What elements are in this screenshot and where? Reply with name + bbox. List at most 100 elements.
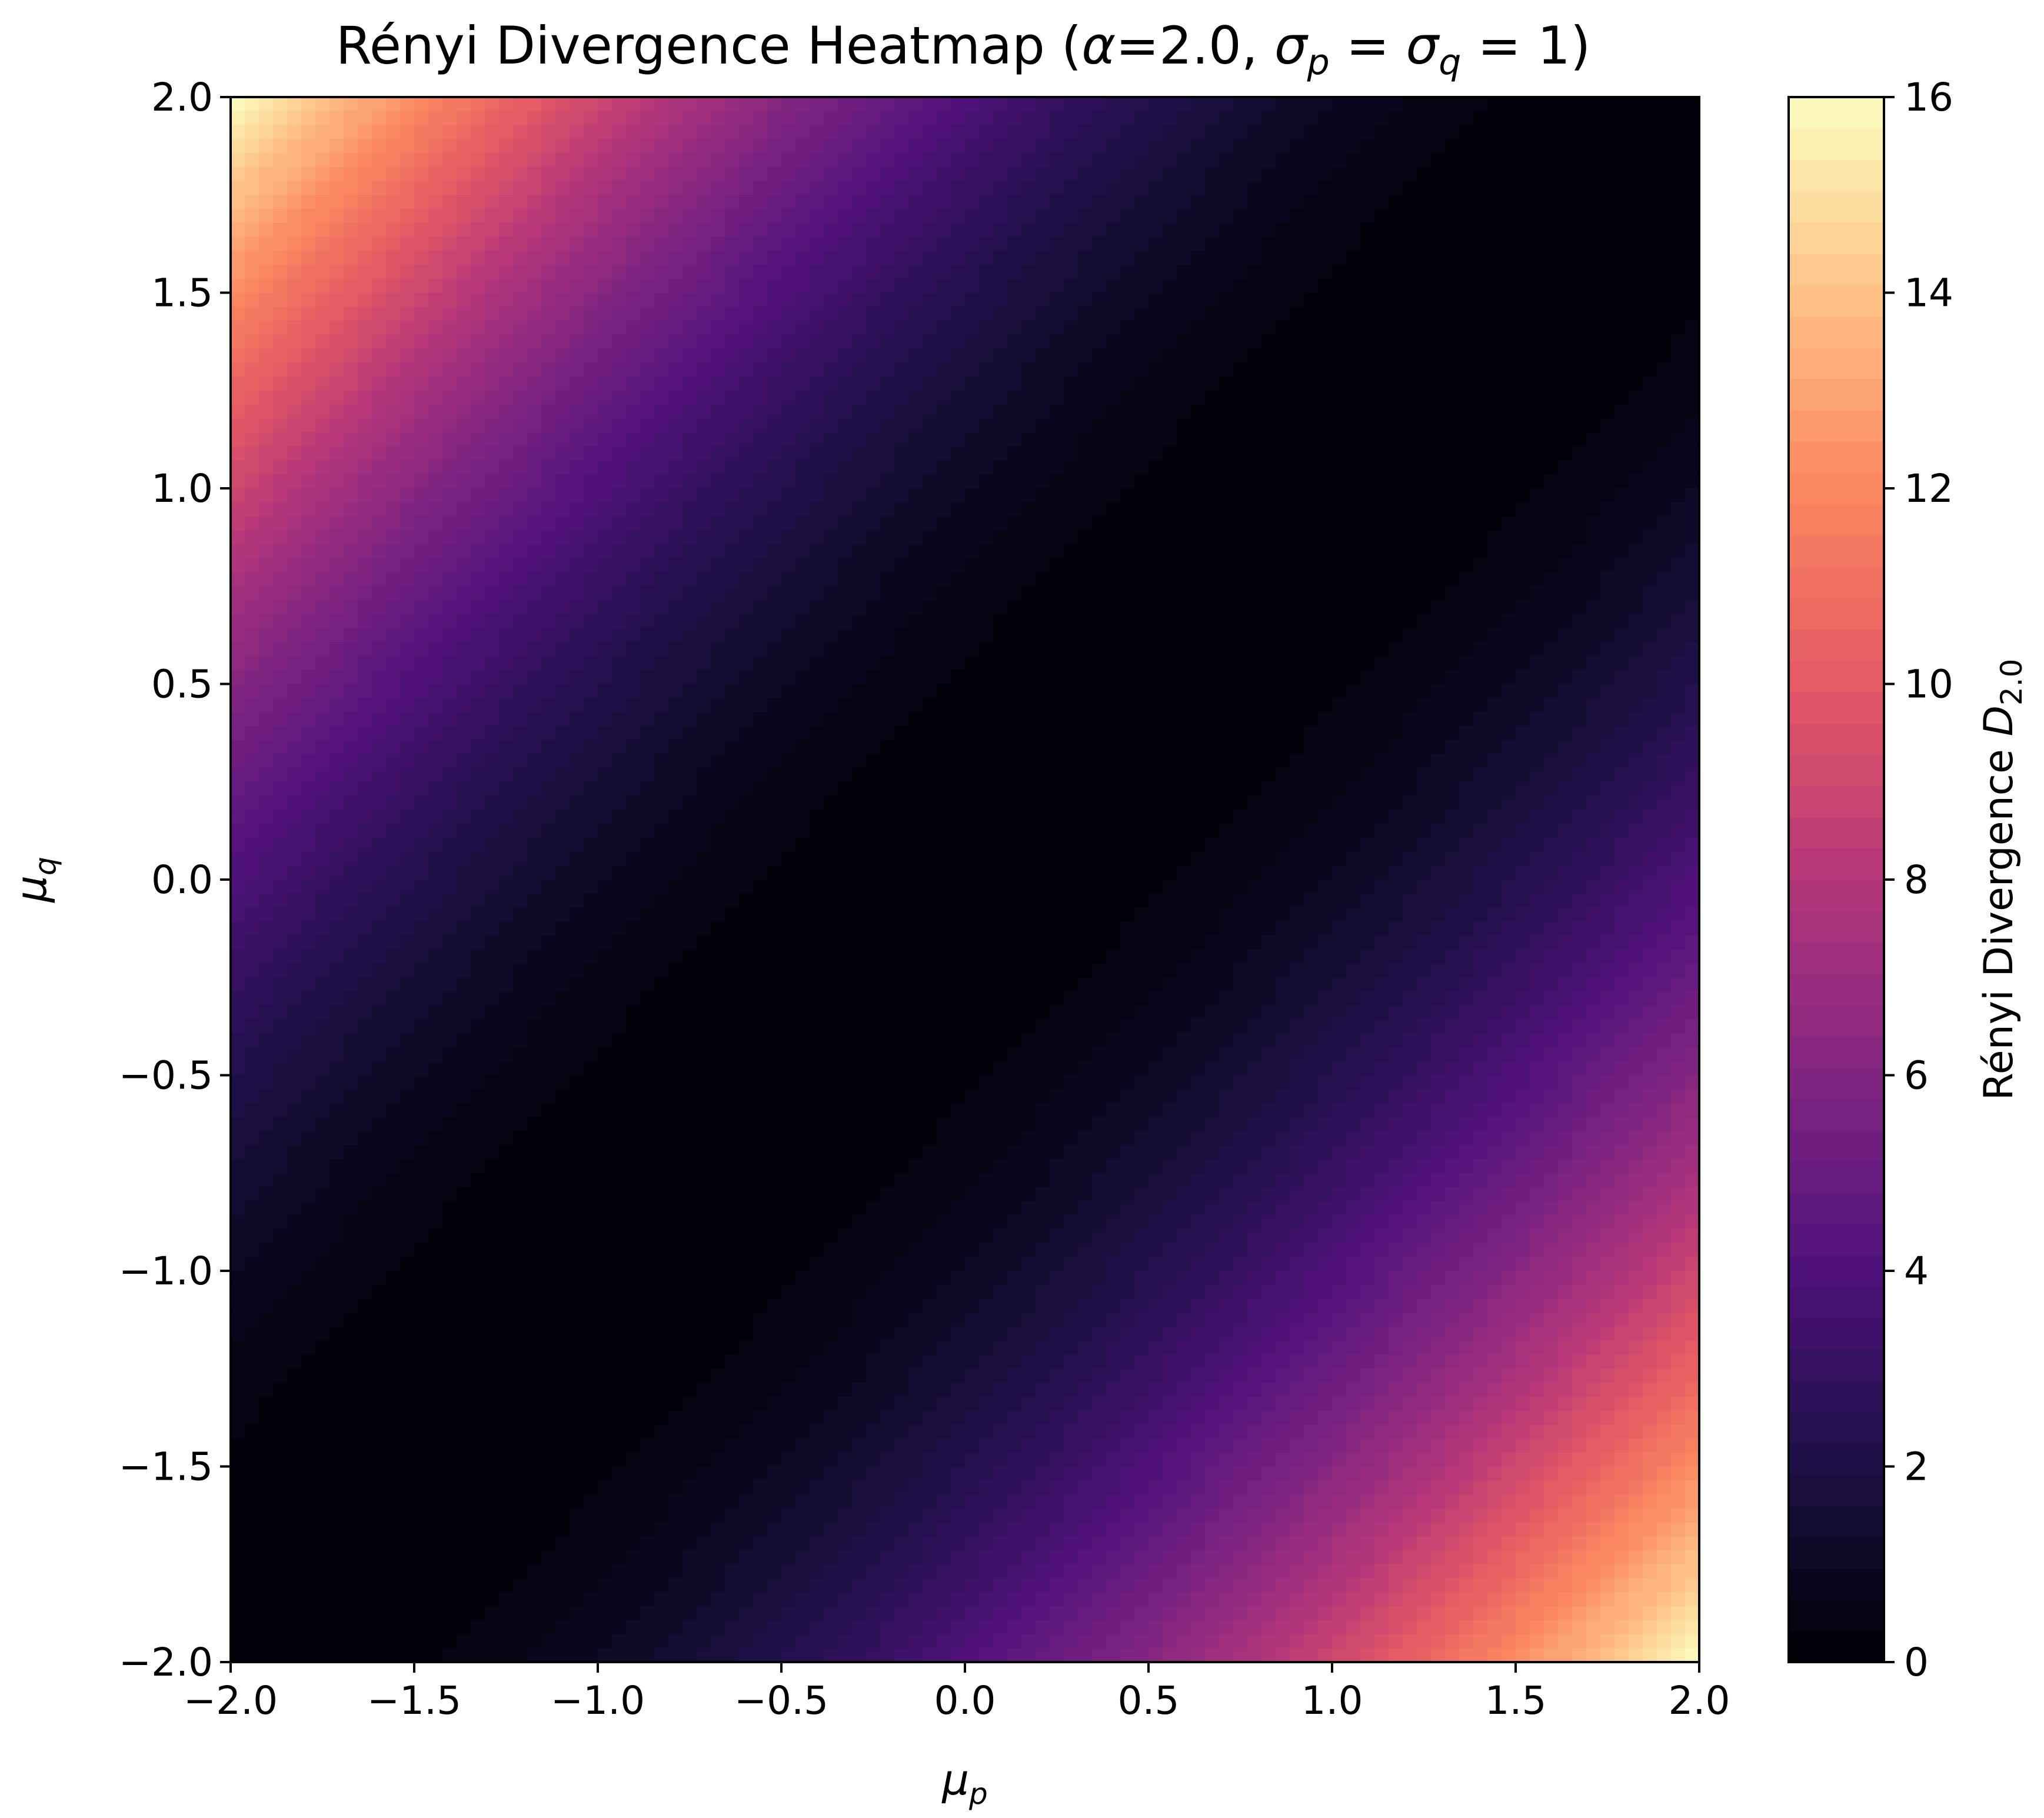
heatmap-cell — [1120, 222, 1135, 238]
heatmap-cell — [1021, 698, 1036, 712]
heatmap-cell — [499, 502, 514, 517]
heatmap-cell — [739, 656, 754, 671]
heatmap-cell — [598, 251, 612, 265]
heatmap-cell — [1177, 125, 1191, 139]
heatmap-cell — [1614, 628, 1629, 642]
heatmap-cell — [1332, 502, 1347, 517]
heatmap-cell — [231, 334, 245, 349]
heatmap-cell — [1106, 222, 1121, 238]
heatmap-cell — [810, 558, 824, 573]
heatmap-cell — [1290, 488, 1304, 503]
heatmap-cell — [329, 502, 344, 517]
heatmap-cell — [414, 558, 429, 573]
heatmap-cell — [414, 544, 429, 559]
heatmap-cell — [1134, 139, 1149, 154]
heatmap-cell — [471, 586, 485, 601]
heatmap-cell — [1403, 348, 1417, 363]
heatmap-cell — [951, 754, 966, 768]
heatmap-cell — [697, 670, 711, 685]
heatmap-cell — [555, 516, 570, 531]
heatmap-cell — [1431, 725, 1446, 741]
heatmap-cell — [1389, 418, 1403, 433]
heatmap-cell — [612, 474, 627, 489]
heatmap-cell — [471, 712, 485, 727]
heatmap-cell — [245, 544, 259, 559]
heatmap-cell — [1417, 712, 1432, 727]
heatmap-cell — [979, 474, 994, 489]
heatmap-cell — [414, 321, 429, 335]
heatmap-cell — [329, 460, 344, 475]
heatmap-cell — [499, 432, 514, 447]
heatmap-cell — [1092, 460, 1107, 475]
heatmap-cell — [1572, 139, 1587, 154]
heatmap-cell — [1685, 754, 1700, 768]
heatmap-cell — [894, 362, 909, 377]
heatmap-cell — [1191, 97, 1206, 112]
heatmap-cell — [795, 195, 810, 209]
heatmap-cell — [626, 544, 641, 559]
heatmap-cell — [1276, 698, 1290, 712]
heatmap-cell — [1671, 278, 1686, 294]
heatmap-cell — [1614, 586, 1629, 601]
heatmap-cell — [1290, 153, 1304, 168]
heatmap-cell — [400, 377, 415, 391]
heatmap-cell — [273, 307, 288, 321]
heatmap-cell — [1374, 404, 1389, 419]
heatmap-cell — [725, 516, 740, 531]
heatmap-cell — [852, 362, 867, 377]
heatmap-cell — [1261, 725, 1276, 741]
heatmap-cell — [499, 362, 514, 377]
heatmap-cell — [1007, 418, 1022, 433]
heatmap-cell — [273, 614, 288, 629]
heatmap-cell — [1191, 530, 1206, 545]
heatmap-cell — [301, 432, 316, 447]
heatmap-cell — [626, 321, 641, 335]
heatmap-cell — [725, 418, 740, 433]
heatmap-cell — [908, 530, 923, 545]
heatmap-cell — [824, 307, 838, 321]
heatmap-cell — [1247, 139, 1262, 154]
heatmap-cell — [1092, 390, 1107, 405]
heatmap-cell — [937, 167, 951, 182]
heatmap-cell — [838, 740, 853, 754]
heatmap-cell — [979, 698, 994, 712]
heatmap-cell — [231, 628, 245, 642]
heatmap-cell — [668, 516, 683, 531]
heatmap-cell — [1572, 558, 1587, 573]
heatmap-cell — [1304, 292, 1319, 307]
heatmap-cell — [1360, 432, 1375, 447]
heatmap-cell — [993, 209, 1008, 224]
heatmap-cell — [683, 725, 697, 741]
heatmap-cell — [1050, 558, 1064, 573]
heatmap-cell — [1671, 572, 1686, 587]
heatmap-cell — [584, 600, 598, 615]
heatmap-cell — [231, 544, 245, 559]
heatmap-cell — [1332, 125, 1347, 139]
heatmap-cell — [1036, 377, 1050, 391]
heatmap-cell — [810, 642, 824, 657]
heatmap-cell — [541, 237, 556, 251]
heatmap-cell — [866, 740, 881, 754]
heatmap-cell — [1685, 292, 1700, 307]
heatmap-cell — [1078, 446, 1093, 461]
heatmap-cell — [1007, 390, 1022, 405]
heatmap-cell — [1671, 460, 1686, 475]
heatmap-cell — [598, 698, 612, 712]
heatmap-cell — [1163, 334, 1177, 349]
heatmap-cell — [287, 572, 302, 587]
heatmap-cell — [457, 139, 471, 154]
heatmap-cell — [499, 474, 514, 489]
heatmap-cell — [1431, 754, 1446, 768]
heatmap-cell — [598, 181, 612, 195]
heatmap-cell — [1431, 530, 1446, 545]
heatmap-cell — [1502, 530, 1516, 545]
heatmap-cell — [598, 684, 612, 698]
heatmap-cell — [1304, 586, 1319, 601]
heatmap-cell — [1417, 684, 1432, 698]
heatmap-cell — [1685, 684, 1700, 698]
heatmap-cell — [612, 656, 627, 671]
heatmap-cell — [753, 222, 768, 238]
heatmap-cell — [1558, 670, 1573, 685]
heatmap-cell — [1417, 125, 1432, 139]
heatmap-cell — [1290, 377, 1304, 391]
